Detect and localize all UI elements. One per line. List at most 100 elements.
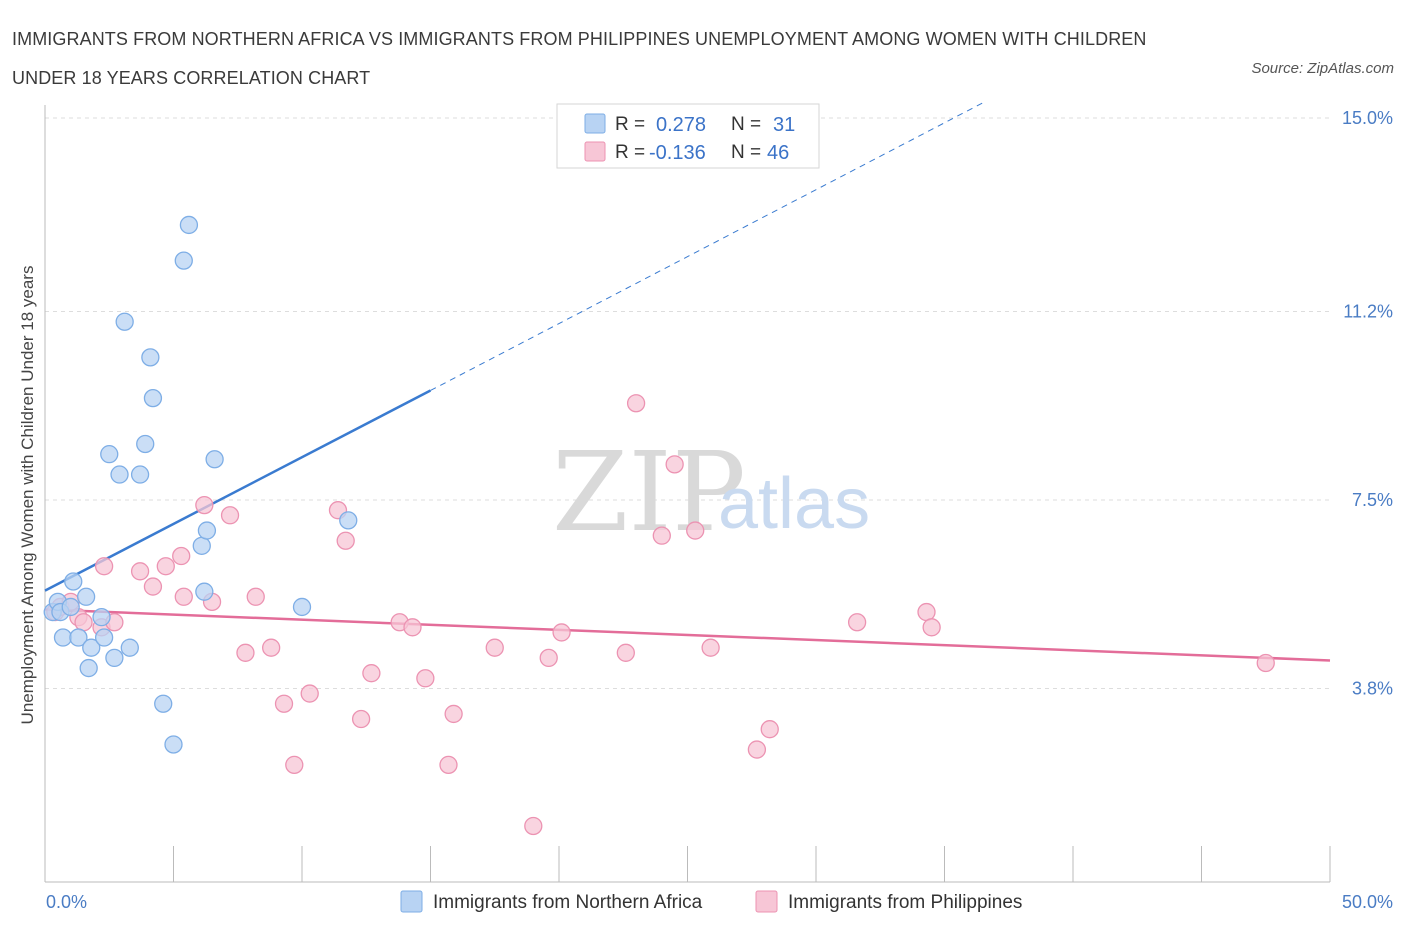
y-tick-labels: 3.8% 7.5% 11.2% 15.0% [1342,108,1393,698]
series-legend-swatch-pink [755,890,778,913]
point-blue [143,388,163,408]
point-pink [922,618,941,637]
point-pink [1256,653,1275,673]
trend-line-blue [44,389,432,592]
point-pink [262,638,281,657]
series-legend: Immigrants from Northern Africa Immigran… [400,890,1022,913]
point-blue [174,251,193,270]
point-blue [205,450,224,469]
watermark-atlas: atlas [718,464,870,544]
legend-n-label: N = [731,114,761,135]
legend-n-value-pink: 46 [767,142,789,164]
point-blue [110,465,129,484]
point-pink [143,577,163,596]
trend-line-extension-blue [430,102,984,391]
point-blue [53,628,73,647]
point-pink [74,613,93,632]
watermark-zip: ZIP [552,428,746,556]
legend-r-value-pink: -0.136 [649,142,706,164]
x-tick-label: 0.0% [46,892,87,912]
point-pink [94,557,114,576]
series-legend-label-blue: Immigrants from Northern Africa [433,892,703,913]
chart-title: IMMIGRANTS FROM NORTHERN AFRICA VS IMMIG… [12,29,1147,88]
point-pink [220,506,240,525]
point-pink [336,531,355,550]
point-pink [760,720,779,739]
legend-n-label: N = [731,142,761,163]
trend-line-pink [44,608,1331,662]
point-blue [79,658,98,678]
legend-r-label: R = [615,142,645,163]
point-blue [130,465,150,484]
point-blue [92,607,111,627]
x-tick-label: 50.0% [1342,892,1393,912]
legend-swatch-pink [584,141,606,162]
point-blue [195,582,214,601]
point-pink [236,643,255,662]
point-blue [154,694,173,713]
point-pink [156,557,175,576]
point-blue [61,597,80,617]
point-blue [192,536,211,555]
point-blue [164,735,183,754]
series-legend-label-pink: Immigrants from Philippines [788,892,1022,913]
point-pink [174,587,193,606]
point-pink [300,684,319,703]
point-pink [444,704,463,724]
y-tick-label: 11.2% [1343,302,1393,322]
point-pink [524,816,543,836]
point-pink [652,526,671,545]
point-pink [416,669,435,688]
correlation-legend: R = 0.278 N = 31 R = -0.136 N = 46 [556,103,820,169]
point-pink [626,394,646,413]
point-pink [246,587,265,606]
trend-lines [44,102,1331,662]
point-blue [76,587,96,606]
point-blue [197,521,217,540]
point-blue [120,638,139,657]
point-pink [195,495,214,515]
source-label: Source: ZipAtlas.com [1251,60,1394,77]
point-pink [274,694,294,713]
point-pink [362,664,381,683]
point-blue [292,597,312,617]
y-axis-label: Unemployment Among Women with Children U… [18,266,37,725]
point-blue [136,434,155,454]
point-pink [552,623,571,642]
point-pink [616,643,635,662]
legend-r-value-blue: 0.278 [656,114,706,136]
y-tick-label: 7.5% [1352,490,1393,510]
point-pink [172,546,191,566]
point-pink [403,618,422,637]
point-pink [701,638,720,657]
watermark: ZIP atlas [552,428,870,556]
point-blue [339,511,358,530]
point-pink [285,755,304,775]
point-blue [100,445,119,464]
y-tick-label: 3.8% [1352,678,1393,698]
point-blue [141,348,160,367]
point-pink [686,521,705,540]
point-pink [351,709,371,729]
legend-swatch-blue [584,113,606,134]
points [43,215,1275,836]
point-pink [439,755,458,775]
point-pink [130,562,150,581]
point-blue [115,312,134,331]
point-pink [539,648,558,668]
y-tick-label: 15.0% [1342,108,1393,128]
point-pink [665,455,684,474]
point-pink [747,740,767,759]
grid [45,117,1330,689]
axes [44,105,1331,883]
point-blue [179,215,199,235]
point-blue [105,648,124,668]
legend-n-value-blue: 31 [773,114,795,136]
x-tick-labels: 0.0% 50.0% [46,892,1393,912]
point-pink [847,613,867,632]
point-blue [69,628,88,647]
point-blue [82,638,101,657]
point-pink [917,602,936,622]
point-blue [64,572,83,591]
